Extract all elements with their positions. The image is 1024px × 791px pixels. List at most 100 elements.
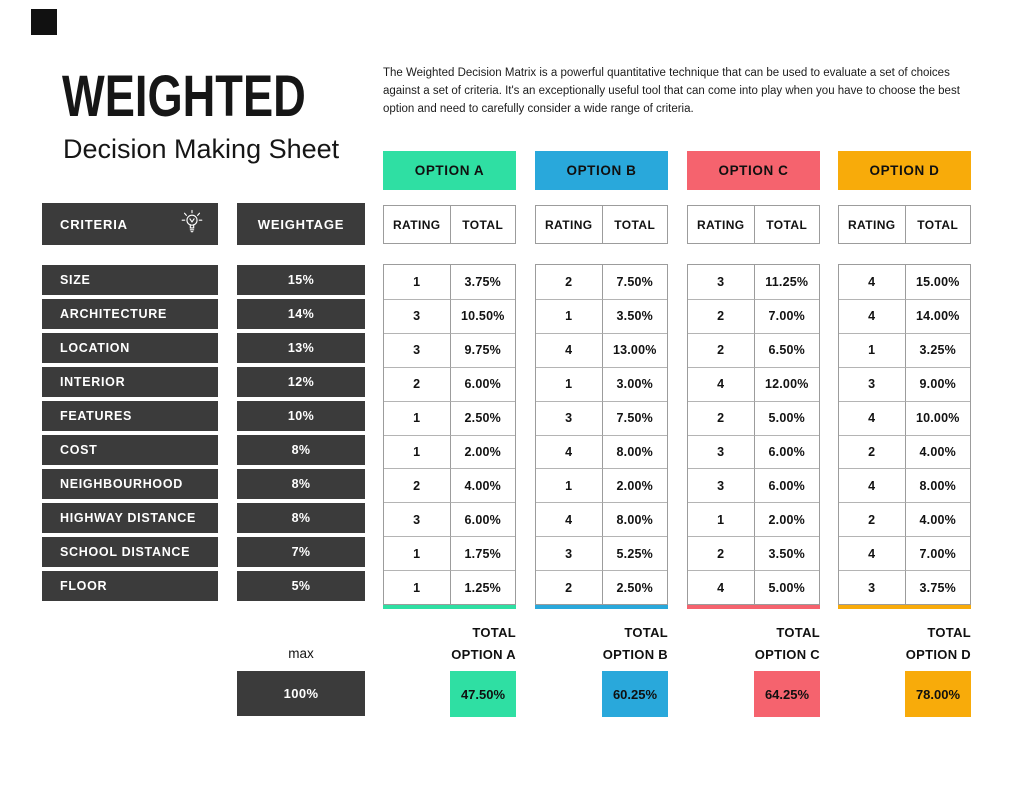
rating-cell-d-0: 4 — [868, 274, 876, 289]
total-cell-a-4: 2.50% — [449, 400, 515, 435]
total-cell-d-5: 4.00% — [904, 434, 970, 469]
total-cell-c-4: 5.00% — [753, 400, 819, 435]
rating-cell-d-1: 4 — [839, 298, 905, 333]
total-option-label-a: TOTAL OPTION A — [383, 622, 516, 665]
rating-cell-a-4: 1 — [384, 400, 450, 435]
rating-cell-a-7: 3 — [384, 502, 450, 536]
total-option-label-line2-a: OPTION A — [451, 646, 516, 662]
total-cell-a-3: 6.00% — [449, 366, 515, 401]
total-cell-b-3: 3.00% — [601, 366, 667, 401]
total-cell-c-9: 5.00% — [753, 570, 819, 604]
rating-total-header-a: RATING TOTAL — [383, 205, 516, 244]
total-cell-d-8: 7.00% — [904, 536, 970, 571]
rating-cell-b-6: 1 — [536, 468, 602, 502]
criteria-row-4: FEATURES — [42, 401, 218, 431]
rating-cell-d-7: 2 — [839, 502, 905, 536]
rating-cell-c-4: 2 — [688, 400, 754, 435]
total-cell-b-0: 7.50% — [601, 265, 668, 299]
rating-cell-c-7: 1 — [688, 502, 754, 536]
option-header-c: OPTION C — [687, 151, 820, 190]
total-cell-b-9: 2.50% — [601, 570, 667, 604]
rating-cell-d-5: 2 — [839, 434, 905, 469]
total-cell-b-5: 8.00% — [601, 434, 667, 469]
rating-cell-c-6: 3 — [688, 468, 754, 502]
total-cell-c-8: 3.50% — [753, 536, 819, 571]
criteria-header-label: CRITERIA — [60, 216, 128, 232]
weightage-row-8: 7% — [237, 537, 365, 567]
option-underline-d — [838, 605, 971, 609]
rating-header-d: RATING — [847, 217, 896, 232]
rating-cell-b-7: 4 — [536, 502, 602, 536]
total-cell-b-4: 7.50% — [601, 400, 667, 435]
rating-cell-b-5: 4 — [536, 434, 602, 469]
total-option-label-line1-a: TOTAL — [472, 625, 516, 640]
total-cell-c-6: 6.00% — [753, 468, 819, 503]
total-option-label-line2-c: OPTION C — [754, 646, 820, 662]
total-option-label-c: TOTAL OPTION C — [687, 622, 820, 665]
total-option-label-d: TOTAL OPTION D — [838, 622, 971, 665]
rating-cell-c-3: 4 — [688, 366, 754, 401]
total-cell-c-2: 6.50% — [753, 332, 819, 367]
option-underline-a — [383, 605, 516, 609]
total-cell-a-8: 1.75% — [449, 536, 515, 571]
option-header-b: OPTION B — [535, 151, 668, 190]
rating-cell-a-9: 1 — [384, 570, 450, 604]
weightage-row-2: 13% — [237, 333, 365, 363]
criteria-row-5: COST — [42, 435, 218, 465]
rating-cell-a-1: 3 — [384, 298, 450, 333]
total-cell-a-5: 2.00% — [449, 434, 515, 469]
total-value-box-c: 64.25% — [754, 671, 820, 717]
weightage-row-1: 14% — [237, 299, 365, 329]
max-value-box: 100% — [237, 671, 365, 716]
rating-cell-a-6: 2 — [384, 468, 450, 502]
weightage-row-6: 8% — [237, 469, 365, 499]
total-cell-d-0: 15.00% — [904, 265, 971, 299]
rating-cell-b-8: 3 — [536, 536, 602, 570]
total-cell-b-1: 3.50% — [601, 298, 667, 333]
page-title: WEIGHTED — [62, 64, 306, 129]
option-underline-b — [535, 605, 668, 609]
lightbulb-icon — [178, 209, 206, 240]
rating-cell-b-0: 2 — [565, 274, 573, 289]
rating-cell-d-4: 4 — [839, 400, 905, 435]
total-cell-d-7: 4.00% — [904, 502, 970, 537]
total-cell-c-5: 6.00% — [753, 434, 819, 469]
total-value-box-b: 60.25% — [602, 671, 668, 717]
weightage-row-0: 15% — [237, 265, 365, 295]
total-cell-d-6: 8.00% — [904, 468, 970, 503]
rating-total-header-c: RATING TOTAL — [687, 205, 820, 244]
rating-cell-c-9: 4 — [688, 570, 754, 604]
total-cell-c-0: 11.25% — [753, 265, 820, 299]
total-value-box-a: 47.50% — [450, 671, 516, 717]
total-option-label-b: TOTAL OPTION B — [535, 622, 668, 665]
total-cell-a-7: 6.00% — [449, 502, 515, 537]
weightage-row-9: 5% — [237, 571, 365, 601]
rating-cell-b-9: 2 — [536, 570, 602, 604]
total-cell-a-2: 9.75% — [449, 332, 515, 367]
criteria-row-2: LOCATION — [42, 333, 218, 363]
criteria-header: CRITERIA — [42, 203, 218, 245]
rating-cell-b-3: 1 — [536, 366, 602, 401]
total-option-label-line1-b: TOTAL — [624, 625, 668, 640]
rating-cell-a-8: 1 — [384, 536, 450, 570]
total-cell-c-1: 7.00% — [753, 298, 819, 333]
criteria-row-0: SIZE — [42, 265, 218, 295]
total-cell-b-6: 2.00% — [601, 468, 667, 503]
rating-cell-d-3: 3 — [839, 366, 905, 401]
rating-cell-b-1: 1 — [536, 298, 602, 333]
rating-header-c: RATING — [696, 217, 745, 232]
option-underline-c — [687, 605, 820, 609]
total-cell-d-1: 14.00% — [904, 298, 970, 333]
rating-cell-d-2: 1 — [839, 332, 905, 367]
option-header-d: OPTION D — [838, 151, 971, 190]
rating-total-header-b: RATING TOTAL — [535, 205, 668, 244]
option-table-b: 2 7.50% 1 3.50% 4 13.00% 1 3.00% 3 7.50% 4 8.00% 1 2.… — [535, 264, 668, 605]
rating-cell-d-6: 4 — [839, 468, 905, 502]
total-cell-c-7: 2.00% — [753, 502, 819, 537]
option-table-d: 4 15.00% 4 14.00% 1 3.25% 3 9.00% 4 10.00% 2 4.00% 4… — [838, 264, 971, 605]
weightage-header: WEIGHTAGE — [237, 203, 365, 245]
rating-cell-c-2: 2 — [688, 332, 754, 367]
rating-cell-a-2: 3 — [384, 332, 450, 367]
weightage-row-4: 10% — [237, 401, 365, 431]
